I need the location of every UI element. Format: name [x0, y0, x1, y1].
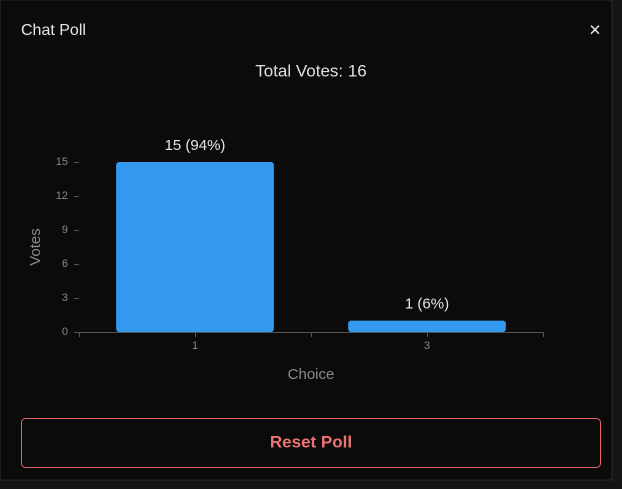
x-axis-label: Choice — [288, 366, 335, 383]
y-tick-label: 3 — [62, 292, 68, 304]
value-label: 1 (6%) — [405, 296, 449, 313]
reset-button[interactable] — [21, 418, 601, 468]
chart-title: Total Votes: 16 — [255, 61, 367, 80]
y-tick-label: 0 — [62, 326, 68, 338]
bar — [116, 162, 274, 332]
dialog-background — [0, 0, 613, 481]
reset-button-label[interactable]: Reset Poll — [270, 432, 352, 451]
bar — [348, 320, 506, 332]
close-button[interactable]: × — [589, 19, 601, 41]
y-tick-label: 12 — [56, 190, 68, 202]
x-tick-label: 3 — [424, 340, 430, 352]
y-tick-label: 15 — [56, 156, 68, 168]
value-label: 15 (94%) — [165, 137, 226, 154]
y-tick-label: 6 — [62, 258, 68, 270]
dialog-title: Chat Poll — [21, 22, 86, 39]
y-axis-label: Votes — [27, 228, 44, 266]
x-tick-label: 1 — [192, 340, 198, 352]
y-tick-label: 9 — [62, 224, 68, 236]
